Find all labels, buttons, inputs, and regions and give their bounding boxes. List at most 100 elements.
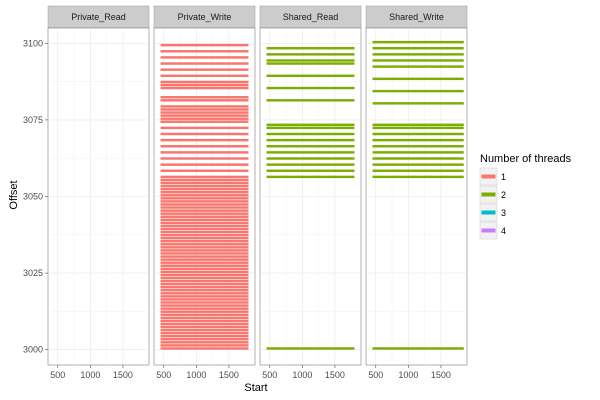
data-segment	[372, 169, 464, 172]
facet-strip-label: Shared_Write	[389, 12, 444, 22]
data-segment	[372, 163, 464, 166]
legend: Number of threads 1 2 3 4	[479, 153, 572, 240]
data-segment	[372, 59, 464, 62]
data-segment	[160, 86, 249, 90]
data-segment	[160, 236, 249, 240]
data-segment	[160, 246, 249, 249]
data-segment	[160, 145, 249, 148]
data-segment	[160, 282, 249, 286]
data-segment	[160, 307, 249, 310]
data-segment	[266, 169, 355, 172]
data-segment	[266, 163, 355, 166]
data-segment	[160, 56, 249, 59]
data-segment	[160, 68, 249, 71]
data-segment	[160, 163, 249, 166]
x-tick-label: 1000	[398, 370, 418, 380]
legend-swatch	[481, 210, 496, 215]
data-segment	[160, 240, 249, 243]
data-segment	[160, 328, 249, 332]
data-segment	[160, 347, 249, 350]
x-tick-label: 500	[156, 370, 171, 380]
data-segment	[160, 197, 249, 200]
data-segment	[160, 325, 249, 329]
data-segment	[160, 261, 249, 264]
data-segment	[160, 264, 249, 267]
data-segment	[160, 184, 249, 188]
data-segment	[160, 279, 249, 283]
data-segment	[160, 292, 249, 295]
data-segment	[160, 301, 249, 304]
data-segment	[160, 285, 249, 289]
data-segment	[372, 65, 464, 68]
data-segment	[160, 218, 249, 222]
data-segment	[160, 190, 249, 194]
facet-strip-label: Private_Write	[178, 12, 232, 22]
data-segment	[160, 187, 249, 191]
y-axis: 3000 3025 3050 3075 3100	[23, 38, 48, 355]
data-segment	[160, 215, 249, 218]
legend-label: 3	[501, 208, 506, 218]
legend-label: 2	[501, 190, 506, 200]
data-segment	[160, 120, 249, 123]
data-segment	[160, 295, 249, 298]
data-segment	[160, 304, 249, 307]
legend-item: 1	[479, 167, 506, 186]
data-segment	[160, 111, 249, 114]
data-segment	[266, 175, 355, 179]
data-segment	[160, 157, 249, 160]
data-segment	[160, 276, 249, 280]
x-tick-label: 1500	[113, 370, 133, 380]
data-segment	[160, 108, 249, 111]
legend-item: 3	[479, 203, 506, 222]
data-segment	[372, 145, 464, 148]
data-segment	[160, 99, 249, 102]
y-tick-label: 3000	[23, 345, 43, 355]
data-segment	[266, 86, 355, 90]
data-segment	[372, 175, 464, 179]
y-tick-label: 3075	[23, 115, 43, 125]
data-segment	[266, 59, 355, 62]
x-tick-label: 1000	[186, 370, 206, 380]
data-segment	[266, 62, 355, 65]
legend-label: 4	[501, 226, 506, 236]
x-axes: 500 1000 1500 500 1000 1500 500 1000 1500 500 1000…	[50, 365, 451, 380]
data-segment	[160, 178, 249, 182]
data-segment	[160, 169, 249, 172]
x-tick-label: 1000	[80, 370, 100, 380]
data-segment	[372, 157, 464, 160]
x-tick-label: 1500	[219, 370, 239, 380]
data-segment	[266, 347, 355, 350]
data-segment	[372, 138, 464, 142]
data-segment	[160, 267, 249, 271]
data-segment	[160, 258, 249, 261]
data-segment	[160, 194, 249, 197]
data-segment	[266, 46, 355, 50]
x-tick-label: 1500	[325, 370, 345, 380]
data-segment	[160, 206, 249, 209]
data-segment	[372, 102, 464, 105]
data-segment	[160, 114, 249, 117]
legend-swatch	[481, 228, 496, 233]
facet-panels: Private_Read Private_Write Shared_Read Shar…	[47, 5, 468, 366]
legend-item: 2	[479, 185, 506, 204]
data-segment	[160, 233, 249, 237]
data-segment	[160, 289, 249, 292]
data-segment	[160, 255, 249, 258]
data-segment	[372, 46, 464, 50]
data-segment	[160, 243, 249, 246]
data-segment	[266, 123, 355, 127]
y-axis-title: Offset	[8, 180, 20, 209]
data-segment	[372, 123, 464, 127]
data-segment	[266, 53, 355, 56]
x-tick-label: 1500	[431, 370, 451, 380]
data-segment	[372, 89, 464, 93]
data-segment	[160, 344, 249, 347]
y-tick-label: 3050	[23, 192, 43, 202]
y-tick-label: 3025	[23, 268, 43, 278]
data-segment	[160, 212, 249, 215]
data-segment	[372, 126, 464, 130]
data-segment	[160, 224, 249, 228]
x-tick-label: 500	[50, 370, 65, 380]
data-segment	[160, 175, 249, 179]
